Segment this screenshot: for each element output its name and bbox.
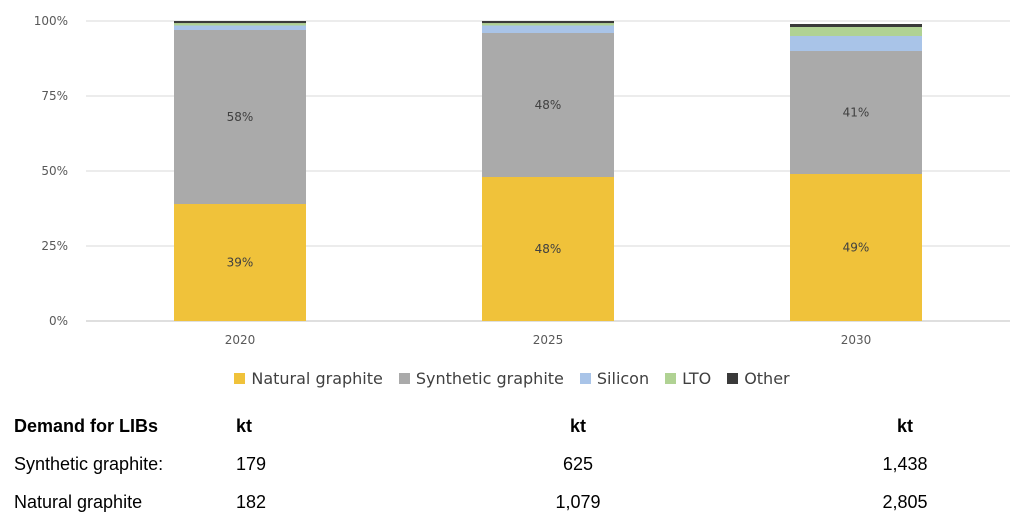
bar-segment-silicon-2020: [174, 25, 306, 30]
legend-item-lto: LTO: [665, 369, 711, 388]
legend-item-other: Other: [727, 368, 790, 388]
bar-segment-natural-graphite-2020: [174, 204, 306, 321]
x-tick-label: 2030: [841, 333, 872, 347]
bar-segment-lto-2030: [790, 27, 922, 36]
legend-label-synthetic-graphite: Synthetic graphite: [415, 368, 564, 388]
y-tick-label: 50%: [41, 164, 68, 178]
data-label: 58%: [227, 110, 254, 124]
legend-label-silicon: Silicon: [596, 368, 650, 388]
legend-item-synthetic-graphite: Synthetic graphite: [398, 368, 564, 388]
bar-segment-synthetic-graphite-2025: [482, 33, 614, 177]
table-cell-2030: 1,438: [882, 454, 928, 474]
data-label: 49%: [843, 241, 870, 255]
table-row-natural-graphite: Natural graphite 182 1,079 2,805: [0, 484, 1024, 522]
legend-label-other: Other: [744, 368, 790, 388]
legend-label-natural-graphite: Natural graphite: [251, 368, 383, 388]
bar-segment-natural-graphite-2025: [482, 177, 614, 321]
data-label: 41%: [843, 106, 870, 120]
bar-segment-lto-2025: [482, 23, 614, 26]
legend-item-silicon: Silicon: [579, 368, 650, 388]
table-row-synthetic-graphite: Synthetic graphite: 179 625 1,438: [0, 446, 1024, 484]
table-header-unit-2030: kt: [896, 416, 914, 436]
bar-segment-natural-graphite-2030: [790, 174, 922, 321]
legend-swatch-synthetic-graphite: [398, 372, 410, 384]
table-cell-2025: 625: [562, 454, 594, 474]
table-cell-2025: 1,079: [555, 492, 601, 512]
legend-label-lto: LTO: [682, 368, 712, 388]
stacked-bar-chart: 0% 25% 50% 75% 100% 39% 58% 2020 48% 48% 2025 49% 41…: [34, 14, 1010, 347]
y-tick-label: 25%: [41, 239, 68, 253]
bar-segment-silicon-2025: [482, 25, 614, 33]
y-tick-label: 0%: [49, 314, 68, 328]
bar-segment-other-2030: [790, 24, 922, 27]
data-label: 48%: [535, 98, 562, 112]
y-tick-label: 100%: [34, 14, 68, 28]
bar-segment-lto-2020: [174, 23, 306, 26]
data-label: 48%: [535, 242, 562, 256]
bar-segment-other-2020: [174, 21, 306, 24]
legend-swatch-other: [727, 372, 739, 384]
table-row-label: Natural graphite: [14, 492, 143, 512]
legend-swatch-lto: [665, 372, 677, 384]
table-cell-2020: 179: [236, 454, 267, 474]
table-cell-2020: 182: [236, 492, 267, 512]
chart-legend: Natural graphite Synthetic graphite Sili…: [0, 364, 1024, 392]
legend-swatch-natural-graphite: [234, 372, 246, 384]
x-tick-label: 2020: [225, 333, 256, 347]
legend-swatch-silicon: [579, 372, 591, 384]
bar-segment-silicon-2030: [790, 36, 922, 51]
table-header-label: Demand for LIBs: [14, 416, 159, 436]
table-header-row: Demand for LIBs kt kt kt: [0, 408, 1024, 446]
bar-segment-other-2025: [482, 21, 614, 24]
legend-item-natural-graphite: Natural graphite: [234, 369, 383, 388]
table-cell-2030: 2,805: [882, 492, 928, 512]
bar-segment-synthetic-graphite-2020: [174, 30, 306, 204]
demand-table: Demand for LIBs kt kt kt Synthetic graph…: [0, 408, 1024, 522]
data-label: 39%: [227, 256, 254, 270]
table-header-unit-2025: kt: [569, 416, 587, 436]
bar-segment-synthetic-graphite-2030: [790, 51, 922, 174]
x-tick-label: 2025: [533, 333, 564, 347]
y-tick-label: 75%: [41, 89, 68, 103]
table-row-label: Synthetic graphite:: [14, 454, 164, 474]
table-header-unit-2020: kt: [236, 416, 253, 436]
